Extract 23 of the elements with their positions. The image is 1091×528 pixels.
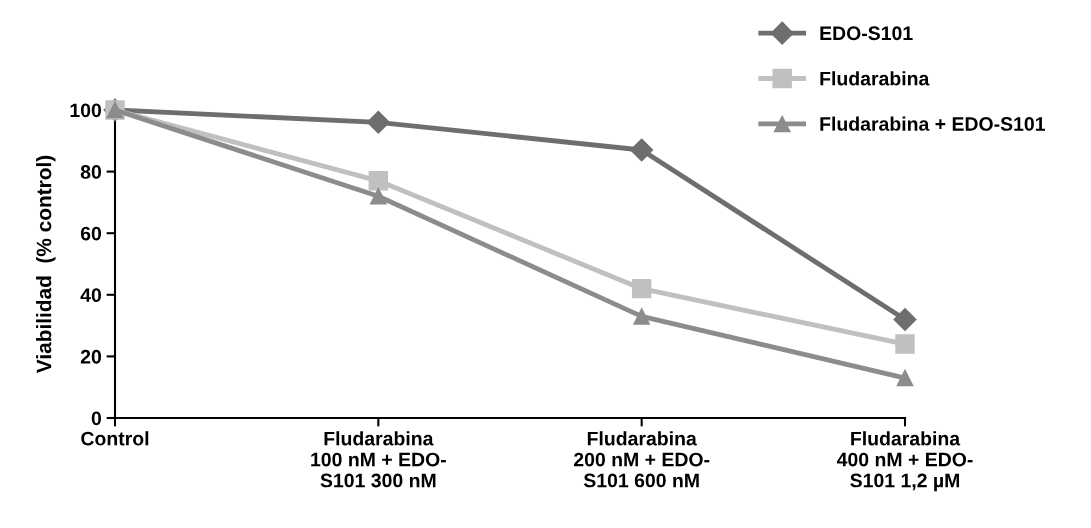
x-tick-label: Control bbox=[81, 431, 149, 446]
y-axis-title: Viabilidad (% control) bbox=[36, 155, 56, 374]
point bbox=[630, 138, 654, 162]
legend-label: Fludarabina bbox=[820, 71, 930, 86]
point bbox=[631, 278, 652, 299]
y-tick-label: 60 bbox=[80, 226, 102, 241]
point bbox=[366, 110, 390, 134]
y-tick-label: 80 bbox=[80, 165, 102, 179]
point bbox=[895, 334, 915, 354]
x-tick-label: Fludarabina 100 nM + EDO- S101 300 nM bbox=[311, 431, 446, 488]
point bbox=[368, 171, 389, 191]
x-tick-label: Fludarabina 200 nM + EDO- S101 600 nM bbox=[574, 431, 710, 488]
y-tick-label: 20 bbox=[80, 349, 102, 364]
y-tick-label: 100 bbox=[70, 103, 102, 118]
point bbox=[633, 308, 651, 325]
legend-label: Fludarabina + EDO-S101 bbox=[820, 116, 1045, 131]
point bbox=[369, 187, 387, 205]
point bbox=[896, 369, 914, 387]
point bbox=[893, 307, 917, 331]
legend-label: EDO-S101 bbox=[820, 26, 913, 41]
y-tick-label: 0 bbox=[91, 411, 102, 426]
y-tick-label: 40 bbox=[80, 288, 102, 303]
x-tick-label: Fludarabina 400 nM + EDO- S101 1,2 µM bbox=[836, 431, 973, 492]
